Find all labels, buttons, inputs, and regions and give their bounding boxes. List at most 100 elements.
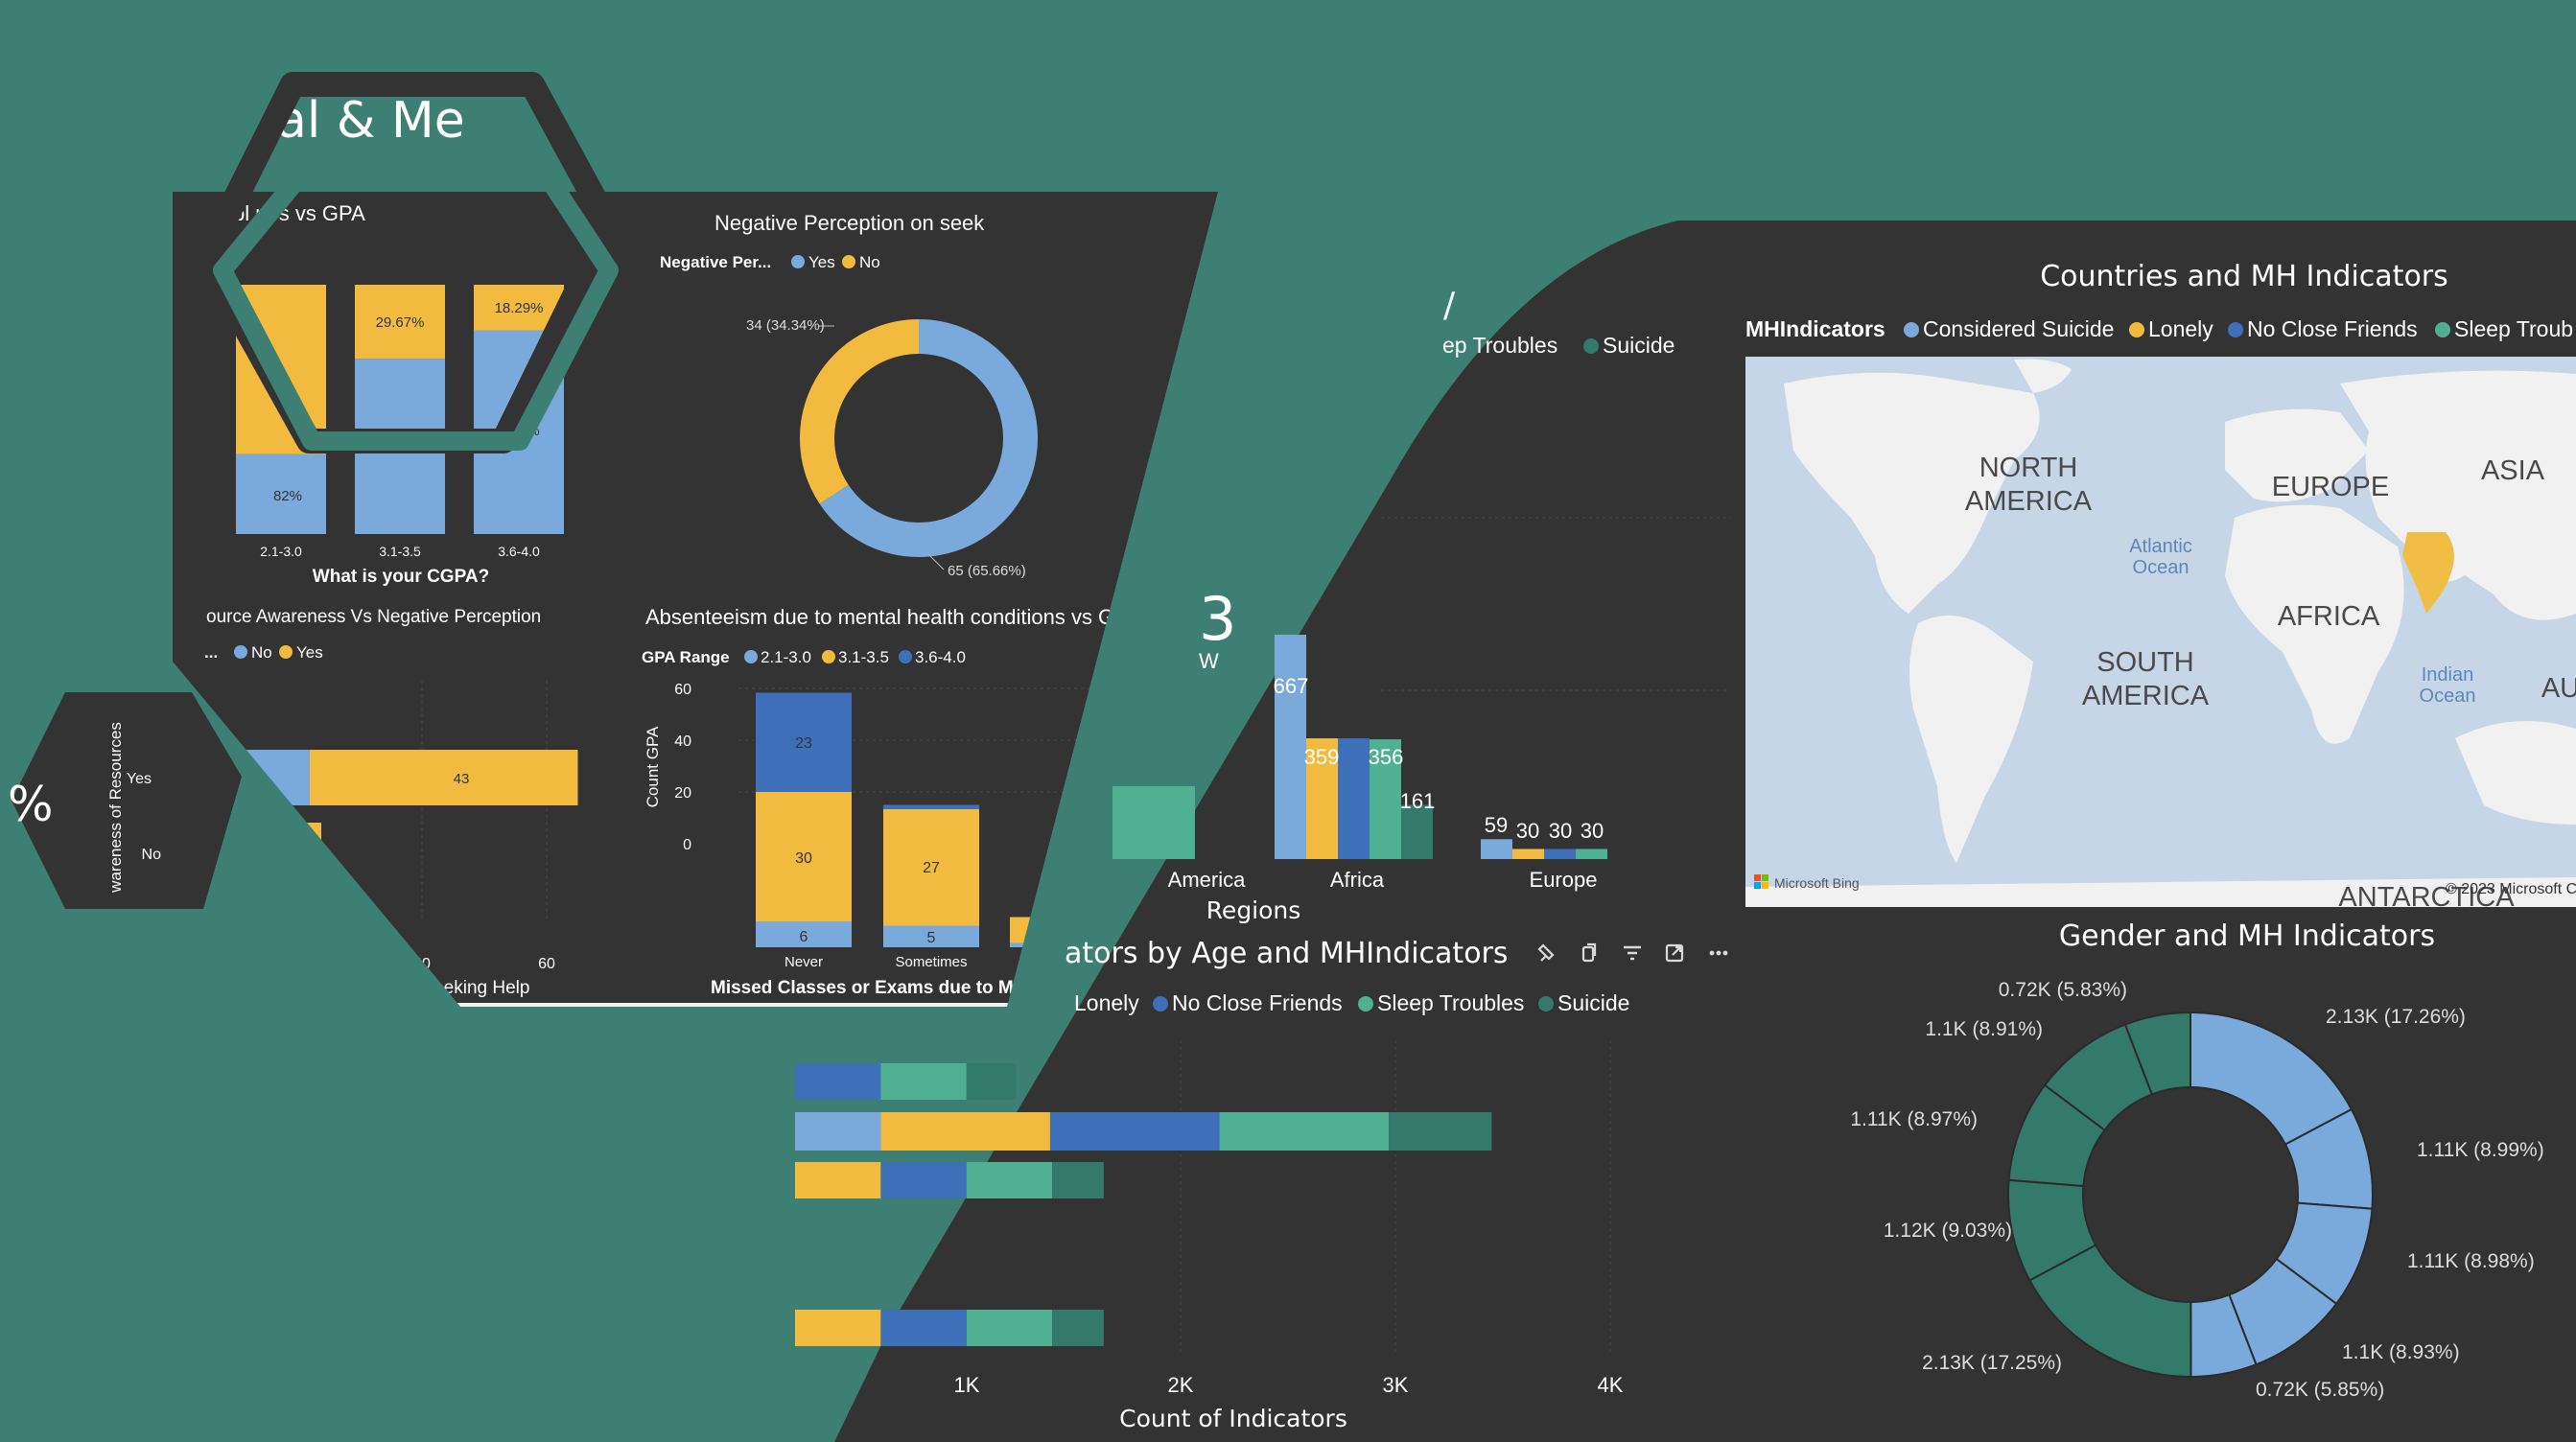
- small-left-panel: % wareness of Resources Yes No: [8, 692, 242, 909]
- gpa-range-legend-label: GPA Range: [642, 648, 730, 666]
- negative-perception-ring: [800, 319, 1038, 557]
- category-sometimes: Sometimes: [895, 954, 967, 970]
- filter-icon[interactable]: [1624, 945, 1641, 961]
- age-bar-segment: [795, 1112, 881, 1151]
- absenteeism-bar-segment: [756, 792, 852, 921]
- absenteeism-bar-segment: [756, 921, 852, 947]
- age-bar-segment: [966, 1063, 1017, 1100]
- x-tick-4k: 4K: [1598, 1373, 1624, 1397]
- gpa-tick-2: 3.1-3.5: [379, 544, 421, 559]
- map-label-north: NORTH: [1979, 453, 2078, 483]
- donut-label-yes: 65 (65.66%): [948, 563, 1026, 579]
- resource-awareness-legend-label: ...: [204, 643, 218, 662]
- negative-perception-legend-label: Negative Per...: [660, 253, 771, 271]
- region-data-label: 30: [1581, 819, 1604, 843]
- gender-donut-label: 1.11K (8.99%): [2417, 1139, 2544, 1161]
- y-tick-40: 40: [674, 733, 691, 750]
- focus-icon[interactable]: [1665, 943, 1684, 963]
- absenteeism-bar-segment: [883, 809, 979, 926]
- absenteeism-x-axis-title: Missed Classes or Exams due to Menta: [711, 978, 1051, 998]
- age-chart-title: ators by Age and MHIndicators: [1065, 937, 1509, 970]
- age-bar-segment: [880, 1310, 967, 1346]
- age-bar-segment: [880, 1162, 967, 1198]
- resource-awareness-y-axis-title: wareness of Resources: [106, 722, 125, 894]
- map-legend-label: MHIndicators: [1745, 316, 1885, 341]
- category-never: Never: [785, 954, 823, 970]
- gpa-tick-3: 3.6-4.0: [498, 544, 540, 559]
- map-label-america: AMERICA: [1965, 486, 2093, 517]
- map-label-asia: ASIA: [2481, 455, 2545, 486]
- region-bar: [1112, 786, 1195, 859]
- map-label-indian-ocean: Ocean: [2420, 686, 2476, 707]
- map-label-atlantic: Atlantic: [2129, 536, 2192, 557]
- regions-chart-fragment: / ep Troubles Suicide 667 359 356 161 59 30 30…: [1112, 286, 1731, 924]
- region-bar: [1544, 849, 1576, 859]
- gender-donut-label: 0.72K (5.83%): [1999, 979, 2127, 1001]
- legend-no: No: [251, 643, 272, 662]
- gpa-bar-segment-yellow: [355, 285, 445, 360]
- y-tick-60: 60: [674, 682, 691, 698]
- region-data-label: 359: [1304, 745, 1340, 769]
- age-indicators-chart: ators by Age and MHIndicators Lonely No …: [795, 937, 1728, 1432]
- age-chart-x-axis-title: Count of Indicators: [1119, 1405, 1347, 1432]
- age-bar-segment: [966, 1162, 1053, 1198]
- svg-text:/: /: [1443, 286, 1456, 325]
- legend-considered-suicide: Considered Suicide: [1923, 316, 2114, 341]
- gender-donut-label: 1.11K (8.98%): [2407, 1250, 2535, 1272]
- region-data-label: 59: [1485, 813, 1508, 837]
- y-tick-20: 20: [674, 785, 691, 802]
- world-map[interactable]: [1745, 357, 2576, 907]
- legend-no: No: [859, 253, 880, 271]
- gender-donut-label: 0.72K (5.85%): [2256, 1379, 2384, 1401]
- india-highlight[interactable]: [2402, 532, 2454, 614]
- legend-sleep-troubles: Sleep Troub: [2454, 316, 2573, 341]
- center-digit-fragment: 3: [1199, 584, 1236, 654]
- gender-donut-chart: Gender and MH Indicators 2.13K (17.26%) 1…: [1850, 919, 2543, 1401]
- x-tick-3k: 3K: [1383, 1373, 1409, 1397]
- map-title: Countries and MH Indicators: [2040, 260, 2448, 293]
- region-bar: [1512, 849, 1544, 859]
- gpa-tick-1: 2.1-3.0: [260, 544, 302, 559]
- map-copyright: © 2023 Microsoft C: [2446, 881, 2576, 897]
- region-data-label: 161: [1400, 789, 1436, 813]
- age-bar-segment: [1389, 1112, 1492, 1151]
- region-data-label: 667: [1274, 674, 1309, 698]
- north-america-land: [1784, 372, 2040, 614]
- africa-land: [2225, 504, 2404, 744]
- hexagon-outline-teal: [213, 144, 619, 451]
- percent-fragment: %: [8, 777, 54, 832]
- gender-donut-label: 1.12K (9.03%): [1884, 1220, 2012, 1242]
- pin-icon[interactable]: [1537, 943, 1555, 962]
- age-bar-segment: [880, 1063, 967, 1100]
- legend-2-1-3-0: 2.1-3.0: [761, 648, 811, 666]
- resource-awareness-title: ource Awareness Vs Negative Perception: [206, 607, 541, 627]
- map-label-europe: EUROPE: [2272, 472, 2389, 502]
- gender-donut: 2.13K (17.26%) 1.11K (8.99%) 1.11K (8.98%)…: [1850, 979, 2543, 1401]
- legend-no-close-friends: No Close Friends: [2247, 316, 2418, 341]
- absenteeism-data-label: 6: [800, 929, 808, 945]
- absenteeism-data-label: 27: [923, 860, 940, 876]
- map-label-africa: AFRICA: [2278, 601, 2380, 632]
- negative-perception-title: Negative Perception on seek: [714, 211, 985, 235]
- region-bar: [1306, 738, 1338, 859]
- y-tick-0: 0: [683, 837, 691, 853]
- absenteeism-chart: Absenteeism due to mental health conditi…: [642, 605, 1141, 998]
- legend-yes: Yes: [296, 643, 323, 662]
- map-label-atlantic-ocean: Ocean: [2133, 557, 2190, 578]
- absenteeism-title: Absenteeism due to mental health conditi…: [645, 605, 1141, 629]
- map-label-south-america: AMERICA: [2082, 681, 2210, 711]
- legend-3-1-3-5: 3.1-3.5: [838, 648, 889, 666]
- more-icon[interactable]: [1709, 950, 1728, 956]
- legend-sleep-troubles: Sleep Troubles: [1377, 990, 1524, 1015]
- gender-donut-slice: [2123, 1011, 2191, 1096]
- report-footer-strip: [173, 1003, 1218, 1007]
- center-letter-fragment: W: [1199, 649, 1219, 673]
- age-bar-segment: [1052, 1310, 1104, 1346]
- australia-land: [2455, 721, 2576, 825]
- visual-header-icons: [1537, 942, 1728, 963]
- x-tick-60: 60: [538, 956, 555, 972]
- absenteeism-data-label: 30: [795, 850, 812, 867]
- region-bar: [1338, 738, 1370, 859]
- age-bar-segment: [795, 1162, 881, 1198]
- copy-icon[interactable]: [1581, 942, 1597, 963]
